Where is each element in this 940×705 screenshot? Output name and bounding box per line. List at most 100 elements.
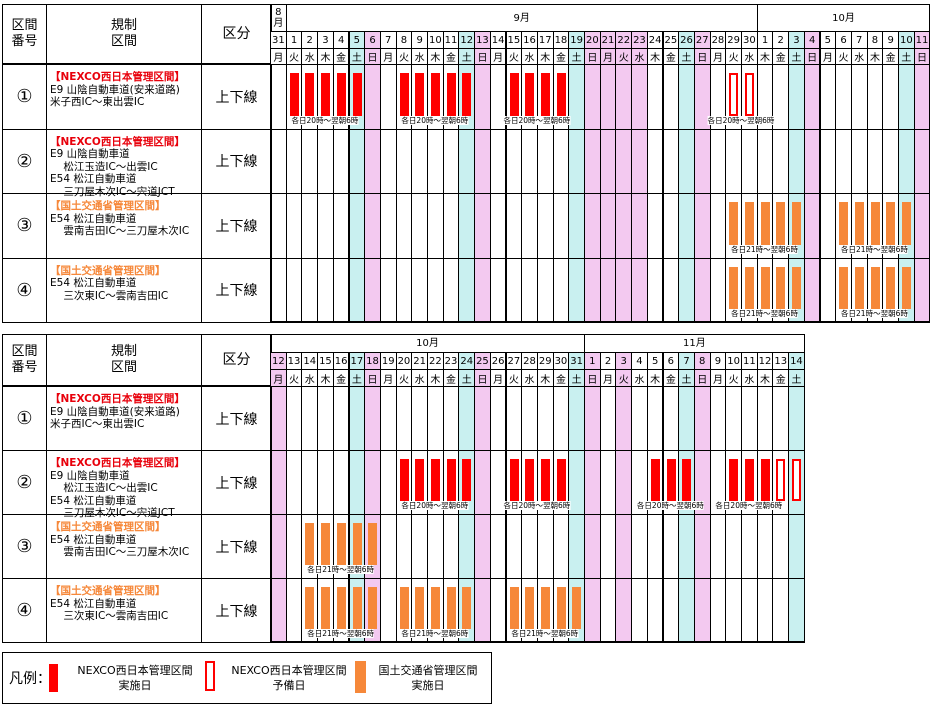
nexco-closure-bar bbox=[446, 459, 456, 501]
mlit-closure-bar bbox=[305, 523, 315, 565]
day-number: 4 bbox=[631, 352, 648, 370]
day-number: 22 bbox=[615, 31, 633, 49]
row-grid bbox=[270, 64, 931, 130]
section-title: 【国土交通省管理区間】 bbox=[50, 264, 166, 277]
row-grid bbox=[270, 578, 805, 643]
row-grid bbox=[270, 386, 805, 451]
weekday: 火 bbox=[835, 48, 852, 65]
row-number: ③ bbox=[2, 514, 47, 579]
route-line: E9 山陰自動車道(安来道路) bbox=[50, 405, 180, 418]
mlit-closure-bar bbox=[792, 202, 802, 245]
regulation-description: 【国土交通省管理区間】 E54 松江自動車道 雲南吉田IC～三刀屋木次IC bbox=[47, 193, 202, 259]
route-line: E9 山陰自動車道 bbox=[50, 148, 130, 160]
day-number: 11 bbox=[913, 31, 931, 49]
weekday: 土 bbox=[458, 48, 476, 65]
day-number: 18 bbox=[364, 352, 381, 370]
section-title: 【NEXCO西日本管理区間】 bbox=[50, 393, 185, 405]
weekday: 火 bbox=[725, 48, 742, 65]
day-number: 5 bbox=[348, 31, 366, 49]
nexco-closure-bar bbox=[729, 459, 739, 501]
nexco-closure-bar bbox=[415, 73, 425, 116]
day-number: 28 bbox=[521, 352, 538, 370]
weekday: 日 bbox=[474, 48, 491, 65]
nexco-closure-bar bbox=[462, 73, 472, 116]
weekday: 土 bbox=[568, 369, 585, 387]
mlit-closure-bar bbox=[352, 523, 362, 565]
row-grid bbox=[270, 257, 931, 323]
regulation-description: 【国土交通省管理区間】 E54 松江自動車道 三次東IC～雲南吉田IC bbox=[47, 578, 202, 643]
day-number: 27 bbox=[693, 31, 711, 49]
time-window-note: 各日20時～翌朝6時 bbox=[636, 501, 704, 510]
day-number: 4 bbox=[332, 31, 350, 49]
day-number: 1 bbox=[285, 31, 303, 49]
day-number: 8 bbox=[395, 31, 413, 49]
time-window-note: 各日21時～翌朝6時 bbox=[841, 309, 908, 318]
row-number: ① bbox=[2, 64, 47, 130]
mlit-closure-bar bbox=[525, 587, 535, 629]
month-header: 9月 bbox=[285, 4, 758, 32]
direction-kubun: 上下線 bbox=[202, 128, 272, 194]
route-line: E54 松江自動車道 bbox=[50, 494, 137, 507]
header-kubun: 区分 bbox=[202, 334, 272, 386]
mlit-closure-bar bbox=[902, 266, 911, 309]
weekday: 火 bbox=[285, 369, 303, 387]
section-title: 【NEXCO西日本管理区間】 bbox=[50, 135, 185, 148]
mlit-closure-bar bbox=[321, 523, 331, 565]
day-number: 15 bbox=[317, 352, 334, 370]
day-number: 16 bbox=[332, 352, 350, 370]
day-number: 24 bbox=[646, 31, 664, 49]
weekday: 水 bbox=[521, 48, 538, 65]
mlit-closure-bar bbox=[792, 266, 802, 309]
day-number: 13 bbox=[285, 352, 303, 370]
day-number: 17 bbox=[348, 352, 366, 370]
day-number: 6 bbox=[662, 352, 680, 370]
weekday: 日 bbox=[584, 48, 601, 65]
mlit-closure-bar bbox=[729, 266, 739, 309]
weekday: 土 bbox=[458, 369, 476, 387]
day-number: 6 bbox=[835, 31, 852, 49]
day-number: 24 bbox=[458, 352, 476, 370]
section-title: 【国土交通省管理区間】 bbox=[50, 585, 166, 597]
row-grid bbox=[270, 128, 931, 194]
nexco-closure-bar bbox=[760, 459, 770, 501]
time-window-note: 各日20時～翌朝6時 bbox=[707, 115, 775, 125]
weekday: 火 bbox=[285, 48, 303, 65]
weekday: 水 bbox=[741, 369, 758, 387]
weekday: 土 bbox=[678, 48, 695, 65]
regulation-description: 【NEXCO西日本管理区間】 E9 山陰自動車道(安来道路) 米子西IC～東出雲IC bbox=[47, 386, 202, 451]
day-number: 12 bbox=[756, 352, 774, 370]
day-number: 31 bbox=[270, 31, 287, 49]
weekday: 土 bbox=[568, 48, 585, 65]
day-number: 9 bbox=[709, 352, 727, 370]
day-number: 21 bbox=[599, 31, 617, 49]
weekday: 木 bbox=[317, 48, 334, 65]
nexco-closure-bar bbox=[446, 73, 456, 116]
mlit-closure-bar bbox=[776, 202, 786, 245]
day-number: 8 bbox=[866, 31, 884, 49]
nexco-closure-bar bbox=[745, 459, 754, 501]
month-header: 10月 bbox=[756, 4, 931, 32]
weekday: 金 bbox=[772, 48, 790, 65]
day-number: 3 bbox=[317, 31, 334, 49]
mlit-closure-bar bbox=[839, 266, 849, 309]
weekday: 日 bbox=[364, 369, 381, 387]
weekday: 木 bbox=[646, 369, 664, 387]
mlit-closure-bar bbox=[431, 587, 440, 629]
mlit-closure-bar bbox=[760, 266, 770, 309]
weekday: 月 bbox=[709, 48, 727, 65]
time-window-note: 各日21時～翌朝6時 bbox=[841, 244, 908, 254]
route-line: 米子西IC～東出雲IC bbox=[50, 418, 145, 430]
legend-label: 凡例： bbox=[9, 671, 51, 687]
reserve-day-bar bbox=[776, 459, 786, 501]
weekday: 日 bbox=[693, 369, 711, 387]
route-line: 松江玉造IC～出雲IC bbox=[50, 160, 158, 173]
day-number: 25 bbox=[662, 31, 680, 49]
weekday: 水 bbox=[521, 369, 538, 387]
nexco-closure-bar bbox=[399, 73, 409, 116]
time-window-note: 各日20時～翌朝6時 bbox=[503, 501, 571, 510]
weekday: 水 bbox=[301, 369, 319, 387]
weekday: 金 bbox=[552, 48, 570, 65]
weekday: 水 bbox=[411, 48, 428, 65]
weekday: 木 bbox=[427, 369, 444, 387]
mlit-closure-bar bbox=[540, 587, 550, 629]
